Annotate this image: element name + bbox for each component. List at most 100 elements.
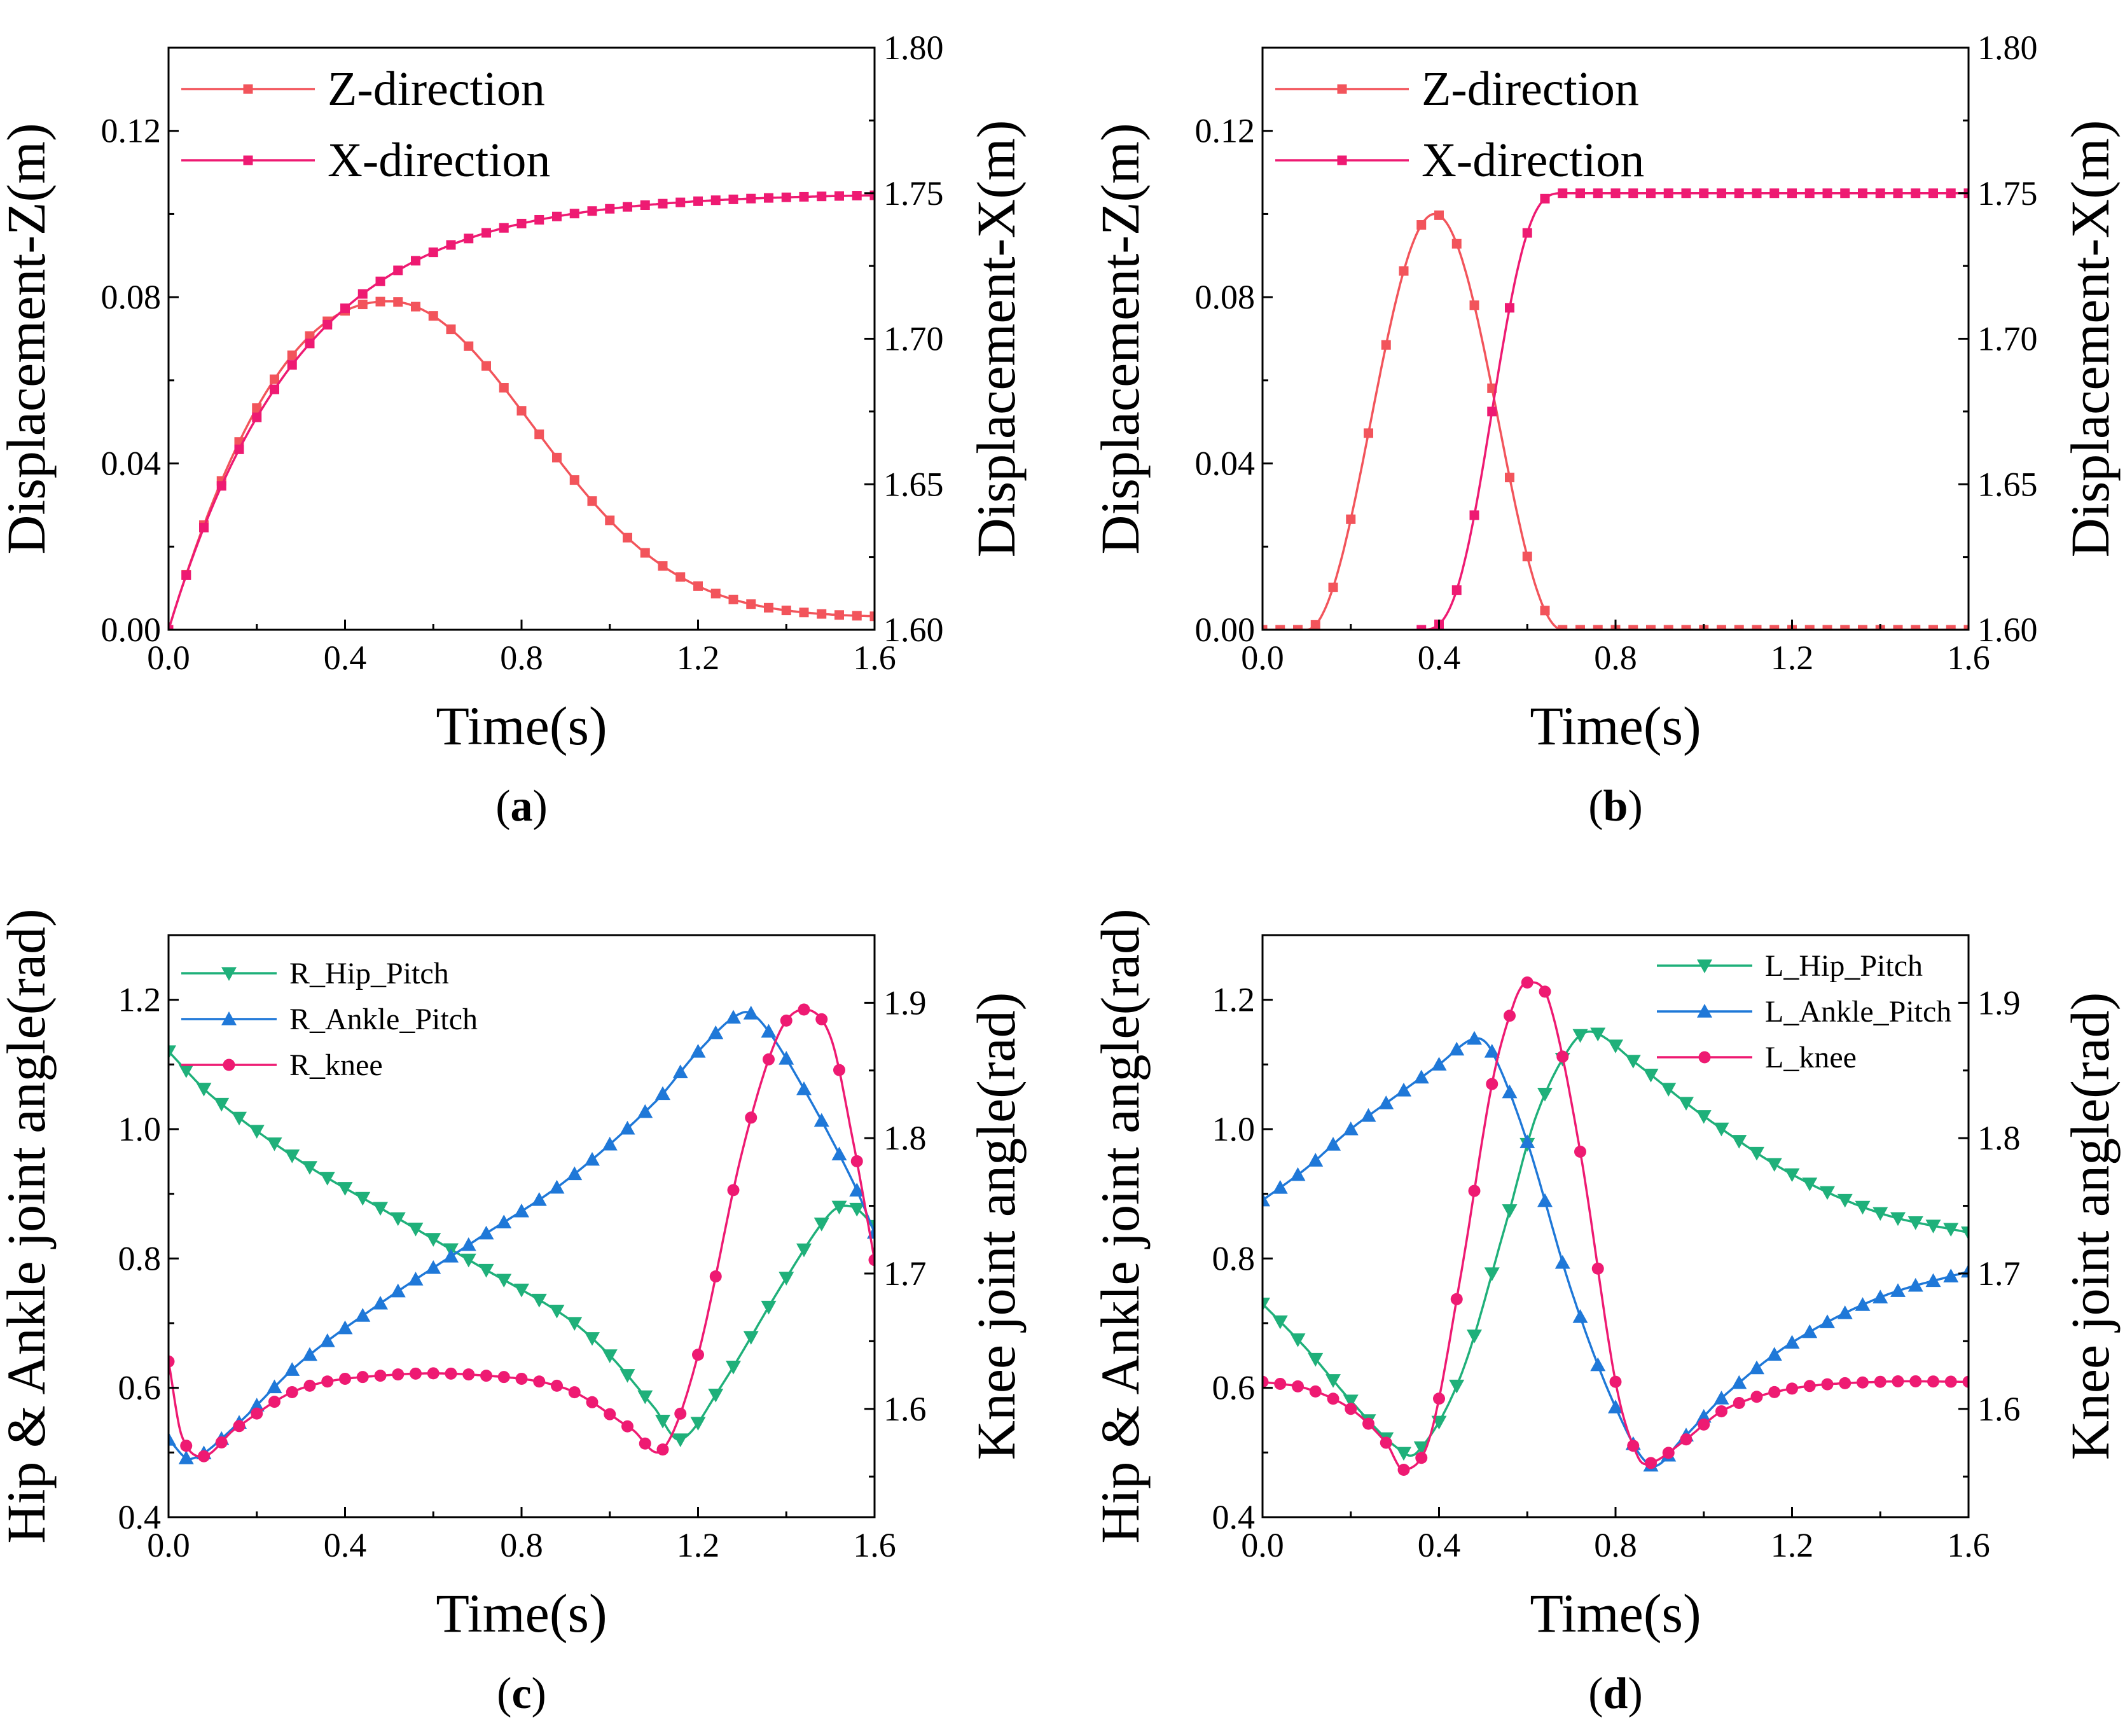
data-point: [1467, 1031, 1482, 1045]
data-point: [1381, 340, 1391, 350]
data-point: [249, 1398, 265, 1412]
caption-paren: (: [1588, 1669, 1603, 1718]
data-point: [1875, 188, 1885, 198]
data-point: [355, 1191, 371, 1206]
data-point: [1766, 1158, 1782, 1172]
data-point: [1681, 188, 1691, 198]
data-point: [813, 1218, 829, 1232]
data-point: [568, 1386, 581, 1399]
data-point: [1539, 985, 1551, 998]
data-point: [1661, 1083, 1677, 1097]
data-point: [1927, 1375, 1939, 1388]
data-point: [480, 1370, 492, 1382]
data-point: [796, 1243, 812, 1258]
data-point: [710, 195, 721, 205]
data-point: [534, 214, 544, 225]
data-point: [1839, 1377, 1852, 1389]
data-point: [1872, 1207, 1888, 1221]
caption-paren: (: [495, 782, 510, 831]
data-point: [1698, 1418, 1710, 1431]
data-point: [1928, 188, 1938, 198]
legend-marker: [1697, 1004, 1712, 1018]
data-point: [515, 1372, 528, 1385]
series-Z-direction: [169, 296, 875, 630]
data-point: [1309, 1385, 1322, 1398]
data-point: [1274, 1377, 1287, 1390]
data-point: [1484, 1044, 1500, 1058]
data-point: [286, 1385, 298, 1398]
data-point: [322, 319, 333, 330]
y-tick-label: 1.2: [1212, 981, 1256, 1019]
data-point: [675, 572, 686, 582]
data-point: [852, 611, 862, 621]
data-point: [357, 289, 368, 299]
data-point: [1399, 266, 1409, 276]
data-point: [813, 1113, 829, 1127]
data-point: [1662, 1447, 1675, 1459]
series-L_knee: [1263, 976, 1969, 1476]
data-point: [817, 609, 827, 619]
data-point: [1275, 625, 1285, 630]
data-point: [460, 1253, 476, 1268]
data-point: [779, 1051, 794, 1065]
data-point: [1396, 1447, 1411, 1461]
data-point: [552, 211, 562, 221]
data-point: [1733, 1396, 1745, 1409]
data-point: [1890, 1212, 1906, 1226]
data-point: [533, 1375, 546, 1388]
y2-tick-label: 1.6: [883, 1390, 927, 1428]
data-point: [709, 1270, 722, 1283]
data-point: [1857, 1376, 1869, 1389]
data-point: [1943, 1268, 1959, 1282]
y-tick-label: 0.00: [1195, 611, 1256, 649]
x-tick-label: 0.8: [1594, 1526, 1637, 1564]
data-point: [1769, 188, 1780, 198]
x-tick-label: 0.4: [1418, 1526, 1461, 1564]
legend-marker: [243, 155, 253, 165]
x-tick-label: 0.0: [147, 1526, 190, 1564]
data-point: [779, 1272, 794, 1286]
series-L_Hip_Pitch: [1263, 1027, 1969, 1461]
data-point: [169, 1432, 176, 1446]
y-axis-label: Hip & Ankle joint angle(rad): [0, 908, 57, 1543]
data-point: [249, 1125, 265, 1139]
data-point: [1804, 625, 1815, 630]
data-point: [1911, 625, 1921, 630]
data-point: [303, 1379, 316, 1392]
data-point: [1858, 625, 1867, 630]
y2-axis-label: Knee joint angle(rad): [2059, 992, 2121, 1460]
axes-frame: [167, 934, 876, 1518]
data-point: [1413, 1441, 1429, 1455]
data-point: [1450, 1293, 1463, 1305]
data-point: [1272, 1179, 1288, 1194]
data-point: [693, 581, 703, 591]
data-point: [1713, 1391, 1729, 1405]
y-axis-label: Displacement-Z(m): [0, 123, 57, 554]
data-point: [1396, 1083, 1411, 1097]
data-point: [373, 1202, 388, 1216]
data-point: [1627, 1440, 1640, 1452]
series-R_Ankle_Pitch: [169, 1005, 875, 1464]
y2-axis-label: Knee joint angle(rad): [966, 992, 1027, 1460]
data-point: [516, 406, 527, 416]
y-tick-label: 0.04: [1195, 445, 1256, 483]
data-point: [1343, 1394, 1359, 1408]
data-point: [1663, 625, 1673, 630]
data-point: [266, 1137, 282, 1151]
data-point: [251, 1407, 263, 1420]
data-point: [375, 276, 385, 286]
data-point: [639, 1437, 651, 1450]
data-point: [1802, 1177, 1818, 1191]
y-tick-label: 0.8: [1212, 1239, 1256, 1277]
data-point: [1769, 625, 1780, 630]
data-point: [478, 1263, 494, 1278]
data-point: [1449, 1041, 1465, 1056]
data-point: [674, 1407, 687, 1420]
data-point: [169, 1355, 175, 1368]
series-line-L_knee: [1263, 981, 1969, 1471]
data-point: [426, 1233, 441, 1247]
y2-axis-label: Displacement-X(m): [966, 120, 1027, 558]
data-point: [374, 1370, 387, 1382]
x-tick-label: 1.2: [677, 1526, 720, 1564]
data-point: [1469, 300, 1479, 310]
